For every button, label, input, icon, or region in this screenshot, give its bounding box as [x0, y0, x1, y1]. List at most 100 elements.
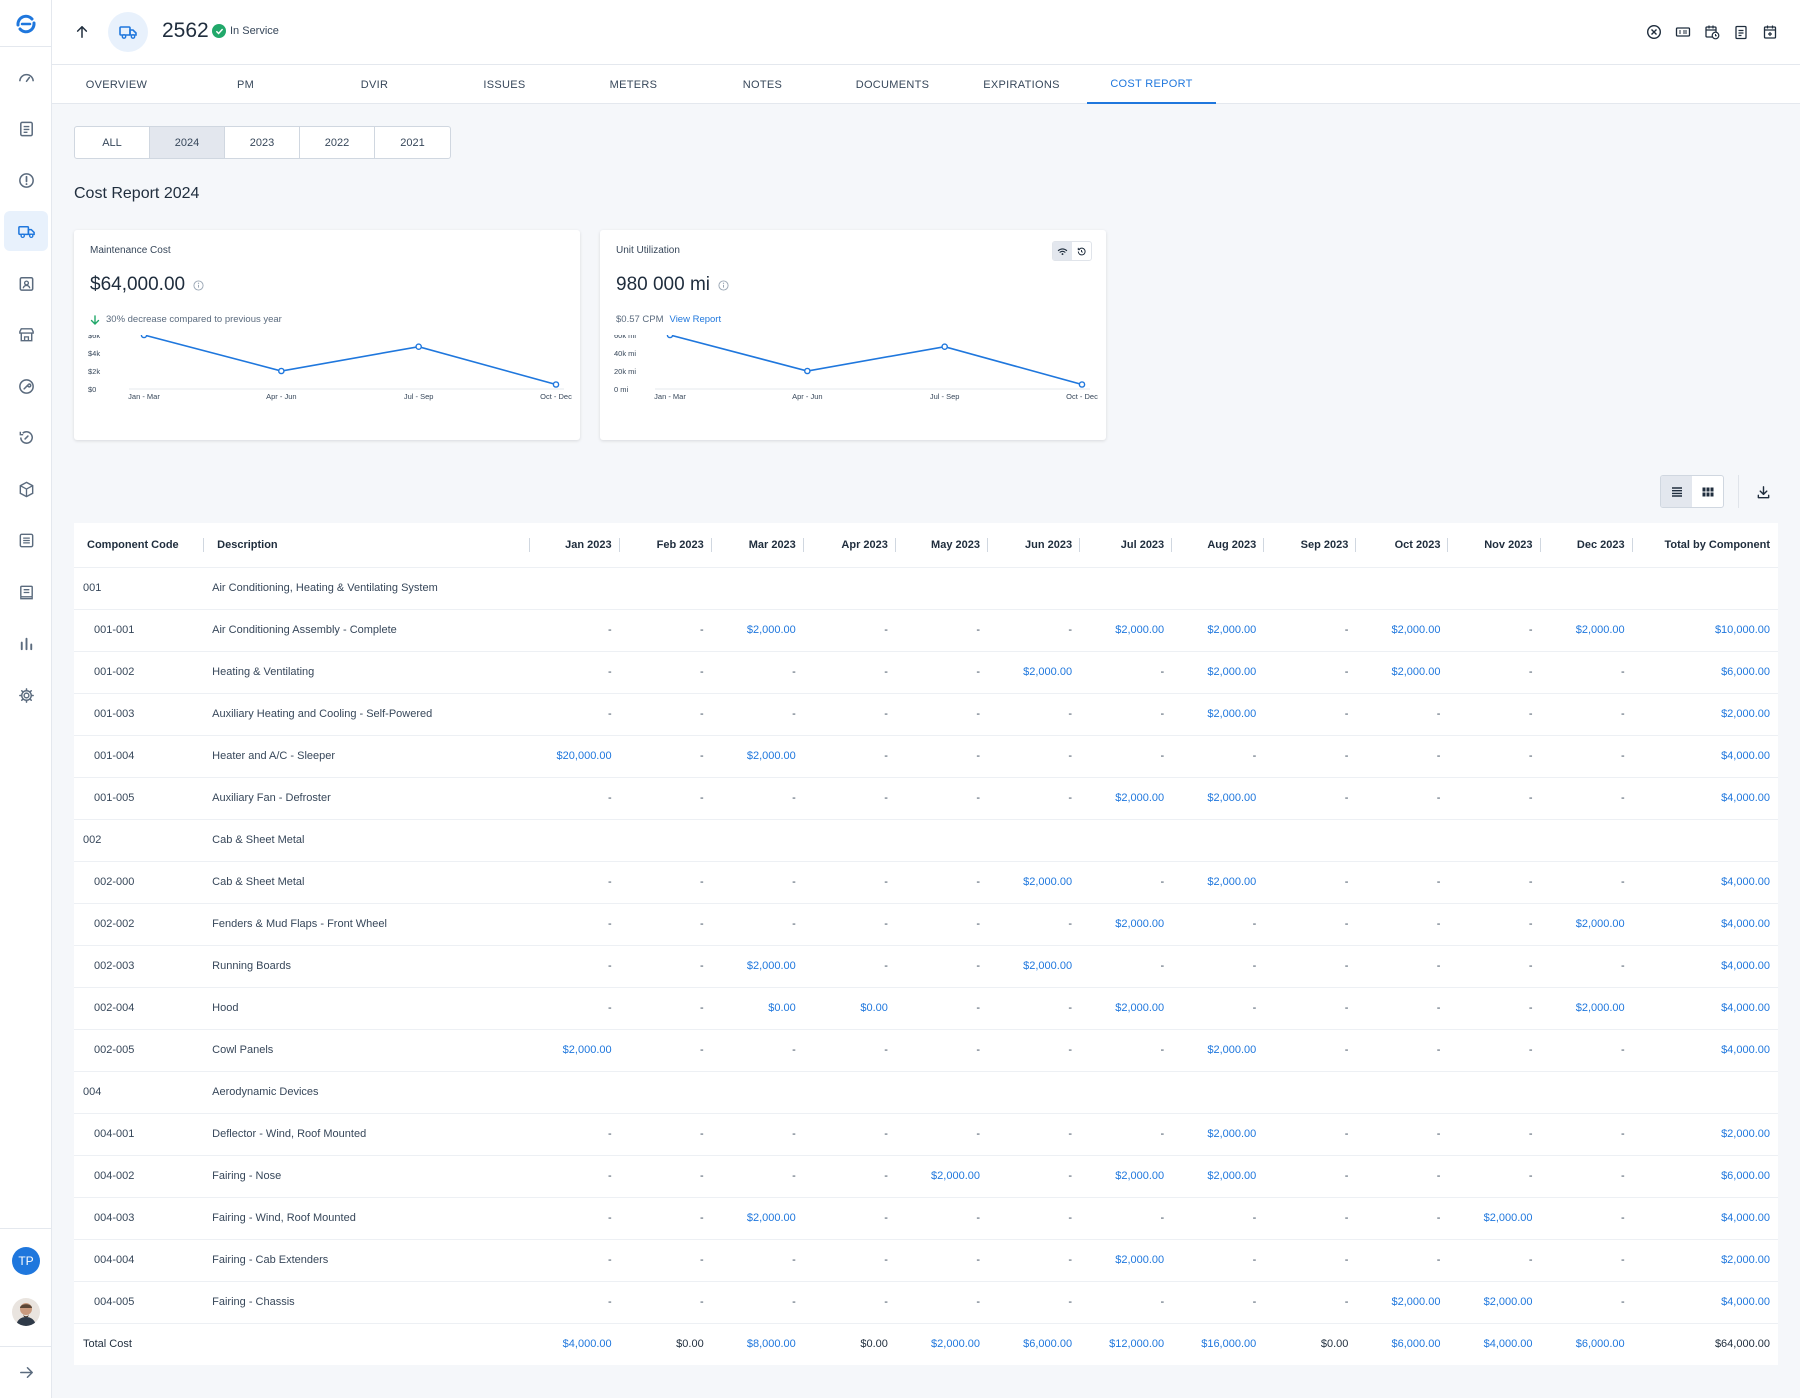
cost-cell[interactable]: $2,000.00: [1080, 608, 1173, 651]
total-cell[interactable]: $4,000.00: [1448, 1322, 1541, 1365]
cost-cell[interactable]: $2,000.00: [1080, 902, 1173, 945]
cost-cell[interactable]: $4,000.00: [1632, 734, 1778, 777]
column-header[interactable]: Jan 2023: [530, 523, 620, 567]
total-cell[interactable]: $16,000.00: [1172, 1322, 1265, 1365]
column-resize-handle[interactable]: [203, 538, 205, 552]
cost-cell[interactable]: $2,000.00: [1172, 860, 1265, 903]
sidebar-item-reports-list[interactable]: [4, 520, 48, 560]
user-photo-avatar[interactable]: [12, 1298, 40, 1326]
cost-cell[interactable]: $2,000.00: [711, 734, 804, 777]
cost-cell[interactable]: $6,000.00: [1632, 650, 1778, 693]
user-avatar[interactable]: TP: [12, 1247, 40, 1275]
column-resize-handle[interactable]: [1539, 538, 1541, 552]
total-cell[interactable]: $6,000.00: [1540, 1322, 1633, 1365]
cost-cell[interactable]: $2,000.00: [711, 944, 804, 987]
cost-cell[interactable]: $2,000.00: [1172, 692, 1265, 735]
cost-cell[interactable]: $2,000.00: [1448, 1280, 1541, 1323]
cost-cell[interactable]: $2,000.00: [1080, 1154, 1173, 1197]
column-resize-handle[interactable]: [1171, 538, 1173, 552]
cost-cell[interactable]: $2,000.00: [1172, 1154, 1265, 1197]
total-cell[interactable]: $4,000.00: [529, 1322, 620, 1365]
tab-dvir[interactable]: DVIR: [360, 78, 389, 91]
cost-cell[interactable]: $2,000.00: [987, 860, 1081, 903]
sidebar-item-dashboard[interactable]: [4, 57, 48, 97]
year-2024-button[interactable]: 2024: [150, 127, 225, 158]
cost-cell[interactable]: $0.00: [803, 986, 896, 1029]
sidebar-item-contacts[interactable]: [4, 263, 48, 303]
tab-cost-report[interactable]: COST REPORT: [1087, 65, 1216, 104]
column-header[interactable]: May 2023: [896, 523, 988, 567]
cost-cell[interactable]: $4,000.00: [1632, 1196, 1778, 1239]
cost-cell[interactable]: $2,000.00: [1540, 902, 1633, 945]
column-header[interactable]: Dec 2023: [1541, 523, 1633, 567]
schedule-button[interactable]: [1704, 22, 1720, 42]
cost-cell[interactable]: $2,000.00: [895, 1154, 988, 1197]
cost-cell[interactable]: $4,000.00: [1632, 776, 1778, 819]
column-resize-handle[interactable]: [528, 538, 530, 552]
column-header[interactable]: Description: [204, 523, 530, 567]
cost-cell[interactable]: $2,000.00: [1632, 692, 1778, 735]
cost-cell[interactable]: $20,000.00: [529, 734, 620, 777]
tab-notes[interactable]: NOTES: [742, 78, 783, 91]
total-cell[interactable]: $6,000.00: [1356, 1322, 1449, 1365]
column-resize-handle[interactable]: [710, 538, 712, 552]
cost-cell[interactable]: $2,000.00: [1172, 608, 1265, 651]
year-2021-button[interactable]: 2021: [400, 136, 425, 149]
column-header[interactable]: Nov 2023: [1448, 523, 1541, 567]
column-resize-handle[interactable]: [802, 538, 804, 552]
telematics-button[interactable]: [1053, 242, 1072, 260]
cost-cell[interactable]: $2,000.00: [1632, 1112, 1778, 1155]
view-report-link[interactable]: View Report: [669, 314, 722, 325]
column-header[interactable]: Jun 2023: [988, 523, 1081, 567]
cost-cell[interactable]: $2,000.00: [1172, 1112, 1265, 1155]
cost-cell[interactable]: $10,000.00: [1632, 608, 1778, 651]
tab-documents[interactable]: DOCUMENTS: [855, 78, 930, 91]
tab-issues[interactable]: ISSUES: [483, 78, 526, 91]
cost-cell[interactable]: $6,000.00: [1632, 1154, 1778, 1197]
cost-cell[interactable]: $2,000.00: [1356, 650, 1449, 693]
column-resize-handle[interactable]: [618, 538, 620, 552]
sidebar-item-service[interactable]: [4, 366, 48, 406]
column-header[interactable]: Oct 2023: [1356, 523, 1449, 567]
archive-button[interactable]: [1762, 22, 1778, 42]
column-resize-handle[interactable]: [1631, 538, 1633, 552]
cost-cell[interactable]: $2,000.00: [1080, 776, 1173, 819]
checklist-button[interactable]: [1733, 22, 1749, 42]
column-header[interactable]: Aug 2023: [1172, 523, 1265, 567]
app-logo-icon[interactable]: [13, 11, 39, 37]
cost-cell[interactable]: $2,000.00: [1448, 1196, 1541, 1239]
cost-cell[interactable]: $4,000.00: [1632, 1028, 1778, 1071]
column-resize-handle[interactable]: [894, 538, 896, 552]
total-cell[interactable]: $6,000.00: [987, 1322, 1081, 1365]
column-header[interactable]: Feb 2023: [620, 523, 712, 567]
year-2023-button[interactable]: 2023: [225, 127, 300, 158]
cost-cell[interactable]: $4,000.00: [1632, 986, 1778, 1029]
column-resize-handle[interactable]: [986, 538, 988, 552]
info-icon[interactable]: [193, 279, 204, 291]
column-header[interactable]: Jul 2023: [1080, 523, 1173, 567]
year-all-button[interactable]: ALL: [75, 127, 150, 158]
cost-cell[interactable]: $2,000.00: [987, 944, 1081, 987]
column-resize-handle[interactable]: [1263, 538, 1265, 552]
cost-cell[interactable]: $4,000.00: [1632, 1280, 1778, 1323]
total-cell[interactable]: $12,000.00: [1080, 1322, 1173, 1365]
sidebar-item-service-history[interactable]: [4, 417, 48, 457]
cost-cell[interactable]: $2,000.00: [1356, 608, 1449, 651]
list-view-button[interactable]: [1661, 476, 1692, 507]
sidebar-item-settings[interactable]: [4, 675, 48, 715]
sidebar-item-parts[interactable]: [4, 469, 48, 509]
cost-cell[interactable]: $2,000.00: [1540, 986, 1633, 1029]
column-resize-handle[interactable]: [1079, 538, 1081, 552]
column-resize-handle[interactable]: [1355, 538, 1357, 552]
tab-overview[interactable]: OVERVIEW: [85, 78, 148, 91]
sidebar-item-work-orders[interactable]: [4, 108, 48, 148]
column-header[interactable]: Sep 2023: [1264, 523, 1357, 567]
column-resize-handle[interactable]: [1447, 538, 1449, 552]
deactivate-button[interactable]: [1646, 22, 1662, 42]
sidebar-item-library[interactable]: [4, 572, 48, 612]
sidebar-item-analytics[interactable]: [4, 623, 48, 663]
cost-cell[interactable]: $4,000.00: [1632, 902, 1778, 945]
total-cell[interactable]: $2,000.00: [895, 1322, 988, 1365]
sidebar-expand-button[interactable]: [4, 1352, 48, 1392]
column-header[interactable]: Component Code: [74, 523, 205, 567]
